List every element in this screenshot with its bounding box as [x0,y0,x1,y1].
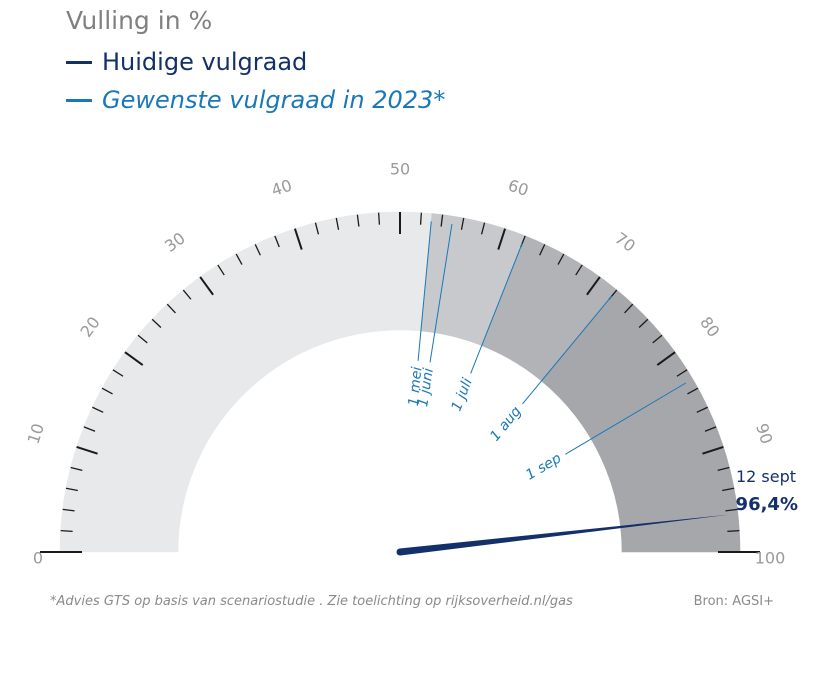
minor-tick [575,264,583,276]
minor-tick [101,387,113,395]
minor-tick [335,217,340,230]
target-line [470,243,523,374]
minor-tick [235,253,243,265]
tick-label: 0 [33,549,43,568]
minor-tick [725,508,738,512]
tick-label: 20 [76,313,103,341]
major-tick [199,276,214,296]
major-tick [586,276,601,296]
tick-label: 100 [755,549,786,568]
minor-tick [151,318,162,328]
target-line [565,382,687,455]
minor-tick [638,318,649,328]
minor-tick [419,212,422,225]
tick-label: 60 [506,176,531,200]
target-label: 1 juni [415,367,437,408]
minor-tick [83,426,96,432]
gauge-needle-group: 12 sept 96,4% [396,467,798,556]
minor-tick [182,289,192,300]
minor-tick [440,214,444,227]
legend-target-label: Gewenste vulgraad in 2023* [102,86,446,114]
chart-title: Vulling in % [66,6,213,35]
tick-label: 10 [24,421,48,446]
minor-tick [687,387,699,395]
gauge-bands [59,211,741,553]
minor-tick [62,508,75,512]
minor-tick [137,334,148,344]
major-tick [702,445,724,455]
minor-tick [624,303,634,314]
tick-label: 70 [611,228,639,255]
minor-tick [65,487,78,492]
tick-label: 30 [161,228,189,255]
target-label: 1 juli [449,376,476,414]
minor-tick [60,530,73,533]
needle-hub [396,548,404,556]
tick-label: 50 [390,160,410,179]
minor-tick [652,334,663,344]
target-label: 1 mei [406,366,426,407]
minor-tick [217,264,225,276]
gauge-band-1 [59,211,433,553]
legend-current-label: Huidige vulgraad [102,48,308,76]
major-tick [76,445,98,455]
footnote: *Advies GTS op basis van scenariostudie … [50,594,573,609]
minor-tick [727,530,740,533]
minor-tick [314,222,320,235]
target-line [429,224,453,363]
minor-tick [166,303,176,314]
minor-tick [539,244,546,256]
target-line [417,221,432,361]
current-value-label: 96,4% [736,494,798,515]
tick-label: 80 [696,313,723,341]
minor-tick [70,466,83,472]
minor-tick [460,217,465,230]
legend-current: Huidige vulgraad [66,48,307,76]
major-tick [497,228,507,250]
target-label: 1 aug [487,404,525,445]
gauge-needle [399,514,730,556]
source-label: Bron: AGSI+ [693,594,774,609]
legend-target: Gewenste vulgraad in 2023* [66,86,445,114]
minor-tick [274,235,280,248]
gauge-ticks [40,212,760,553]
minor-tick [356,214,360,227]
minor-tick [717,466,730,472]
minor-tick [704,426,717,432]
target-label: 1 sep [523,450,564,483]
minor-tick [254,244,261,256]
major-tick [293,228,303,250]
current-date-label: 12 sept [736,467,796,486]
tick-label: 40 [269,176,294,200]
minor-tick [557,253,565,265]
legend-current-swatch [66,60,92,64]
minor-tick [92,406,104,413]
minor-tick [378,212,381,225]
tick-label: 90 [752,421,776,446]
minor-tick [480,222,486,235]
major-tick [656,351,676,366]
minor-tick [722,487,735,492]
minor-tick [676,369,688,377]
minor-tick [112,369,124,377]
major-tick [124,351,144,366]
target-line [522,295,613,405]
minor-tick [696,406,708,413]
legend-target-swatch [66,98,92,102]
